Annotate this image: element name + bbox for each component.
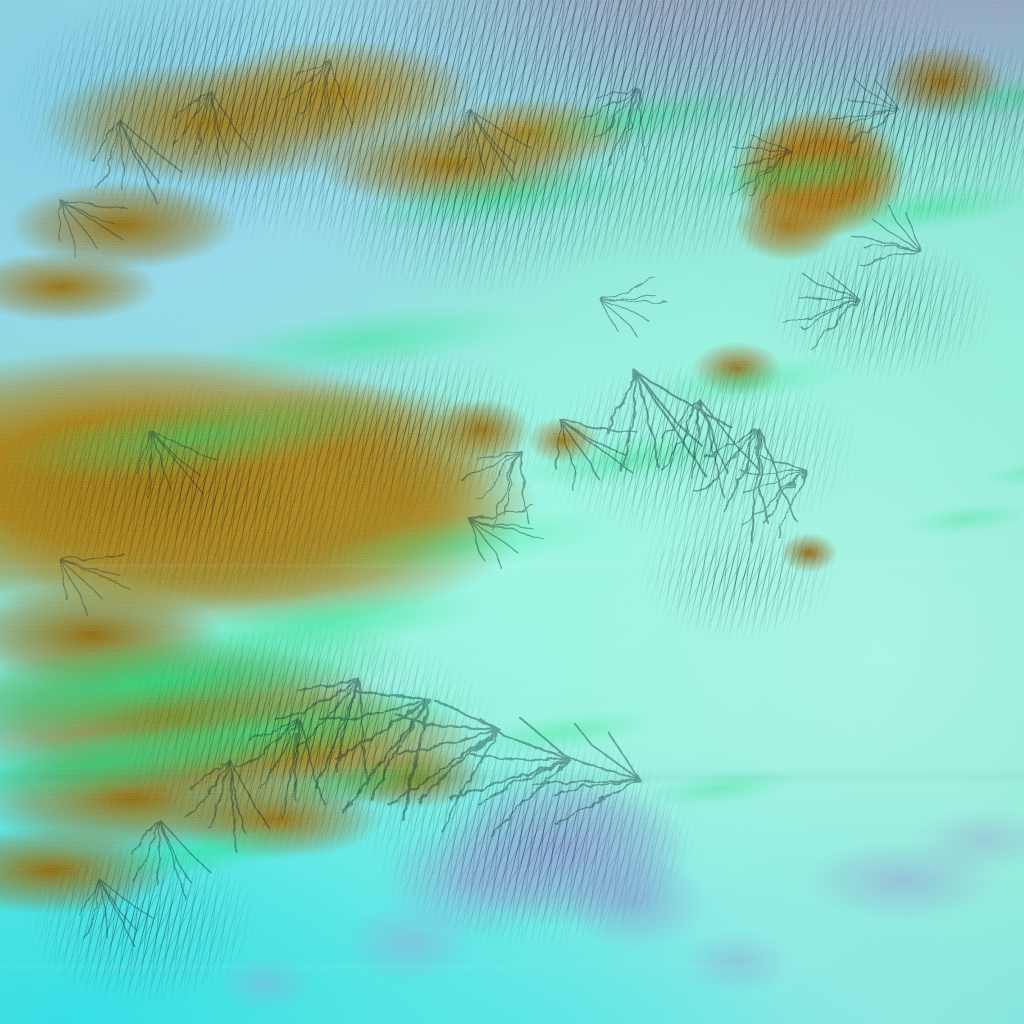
satellite-image-canvas: False-color satellite image of arid moun… (0, 0, 1024, 1024)
image-grain-layer (0, 0, 1024, 1024)
